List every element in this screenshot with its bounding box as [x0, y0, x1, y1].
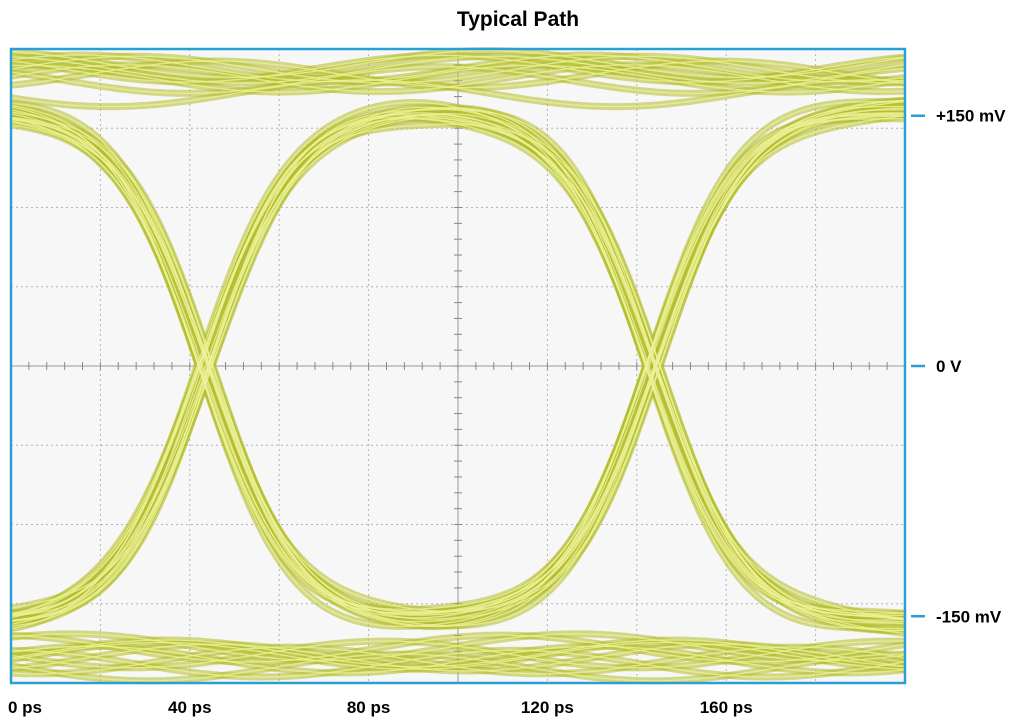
eye-trace-line — [10, 653, 905, 682]
x-tick-label: 0 ps — [8, 698, 42, 717]
eye-trace-line — [10, 634, 906, 663]
plot-frame — [9, 47, 907, 685]
eye-trace-line — [10, 79, 906, 108]
eye-trace-line — [10, 107, 906, 632]
eye-trace-line — [10, 114, 906, 621]
x-tick-label: 160 ps — [700, 698, 753, 717]
x-tick-label: 80 ps — [347, 698, 390, 717]
eye-trace-line — [10, 643, 906, 672]
eye-trace-line — [10, 639, 906, 668]
eye-trace-line — [10, 54, 906, 83]
y-tick-label: 0 V — [936, 357, 962, 376]
eye-trace-line — [10, 640, 906, 669]
eye-trace-line — [10, 112, 906, 623]
x-axis: 0 ps 40 ps 80 ps 120 ps 160 ps — [8, 698, 753, 717]
eye-trace-line — [10, 66, 906, 95]
eye-trace-line — [10, 64, 906, 93]
x-tick-label: 40 ps — [168, 698, 211, 717]
eye-traces — [10, 47, 906, 685]
eye-trace-line — [10, 55, 905, 84]
eye-trace-line — [10, 49, 906, 78]
y-tick-label: +150 mV — [936, 107, 1006, 126]
eye-trace-line — [11, 649, 906, 678]
chart-title: Typical Path — [457, 8, 579, 31]
eye-trace-line — [10, 645, 906, 674]
x-tick-label: 120 ps — [521, 698, 574, 717]
eye-trace-line — [10, 107, 905, 620]
grid-lines — [11, 49, 905, 683]
eye-trace-line — [10, 641, 906, 670]
eye-trace-line — [10, 99, 906, 627]
eye-trace-line — [10, 112, 905, 616]
y-tick-label: -150 mV — [936, 607, 1002, 626]
y-axis: +150 mV 0 V -150 mV — [911, 107, 1006, 626]
eye-trace-line — [10, 123, 906, 619]
eye-trace-line — [10, 113, 906, 614]
eye-trace-line — [10, 55, 906, 84]
